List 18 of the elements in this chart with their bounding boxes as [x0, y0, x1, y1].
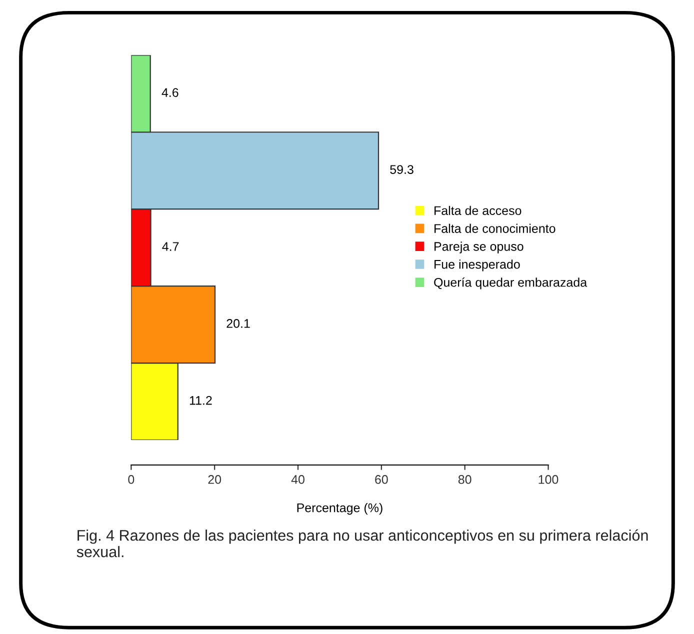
data-label: 11.2	[190, 396, 212, 405]
legend-label: Fue inesperado	[434, 260, 520, 272]
data-label: 20.1	[226, 319, 250, 328]
x-tick-label: 20	[208, 475, 222, 484]
caption: Fig. 4 Razones de las pacientes para no usar anticonceptivos en su primera relación sexual.	[76, 529, 648, 558]
x-axis-title: Percentage (%)	[297, 503, 382, 515]
x-tick-label: 40	[291, 475, 304, 484]
legend-label: Falta de conocimiento	[434, 224, 556, 233]
data-label: 4.7	[162, 242, 179, 251]
legend-label: Pareja se opuso	[434, 242, 524, 254]
data-label: 4.6	[162, 88, 178, 97]
data-label: 59.3	[390, 165, 414, 174]
legend-label: Quería quedar embarazada	[434, 277, 588, 290]
legend-label: Falta de acceso	[434, 206, 522, 216]
x-tick-label: 60	[375, 475, 388, 484]
x-tick-label: 100	[538, 475, 558, 484]
x-tick-label: 0	[128, 475, 134, 484]
x-tick-label: 80	[458, 475, 472, 484]
